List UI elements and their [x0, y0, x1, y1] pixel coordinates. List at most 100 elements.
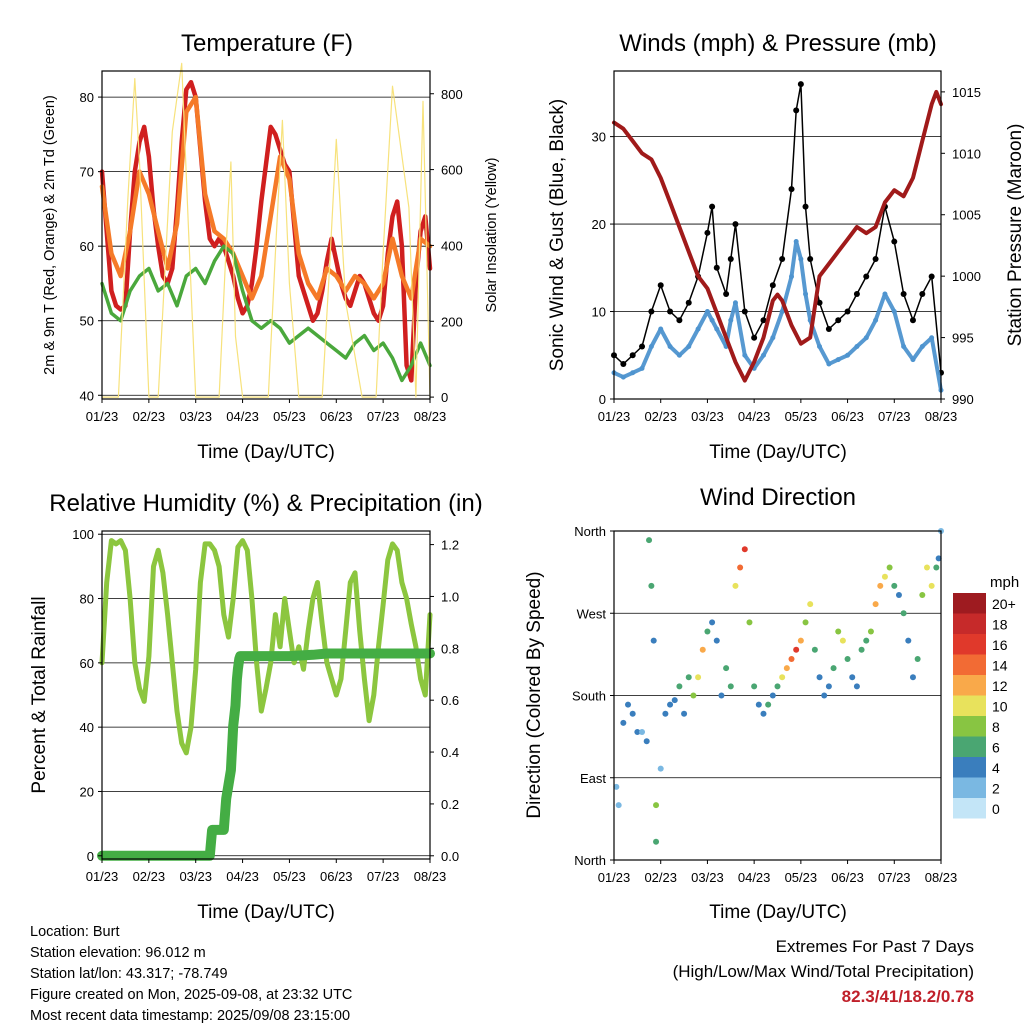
y-tick-label: South	[572, 689, 606, 704]
y-tick-label: 40	[80, 720, 94, 735]
direction-point	[825, 683, 832, 690]
y-tick-label-right: 0.6	[441, 693, 459, 708]
point-wind	[793, 239, 799, 245]
direction-gridlines	[614, 612, 941, 779]
point-wind	[704, 309, 710, 315]
y-tick-label-right: 200	[441, 314, 463, 329]
y-tick-label-right: 0.2	[441, 797, 459, 812]
temperature-ylabel: 2m & 9m T (Red, Orange) & 2m Td (Green)	[42, 95, 58, 375]
colorbar-swatch	[953, 634, 986, 655]
direction-point	[718, 692, 725, 699]
direction-xlabel: Time (Day/UTC)	[709, 902, 847, 923]
point-wind	[686, 344, 692, 350]
direction-point	[886, 564, 893, 571]
wind-title: Winds (mph) & Pressure (mb)	[619, 30, 936, 57]
direction-point	[793, 646, 800, 653]
x-tick-label: 05/23	[785, 870, 818, 885]
humidity-right-ticks: 0.0 0.2 0.4 0.6 0.8 1.0 1.2	[430, 538, 459, 864]
y-tick-label-right: 995	[952, 331, 974, 346]
direction-point	[783, 665, 790, 672]
y-tick-label-right: 800	[441, 87, 463, 102]
y-tick-label-right: 1015	[952, 85, 981, 100]
x-tick-label: 05/23	[273, 869, 306, 884]
x-tick-label: 03/23	[179, 409, 212, 424]
y-tick-label-right: 400	[441, 238, 463, 253]
x-tick-label: 03/23	[179, 869, 212, 884]
extremes-box: Extremes For Past 7 Days (High/Low/Max W…	[673, 934, 974, 1009]
direction-point	[935, 555, 942, 562]
colorbar-swatch	[953, 675, 986, 696]
point-gust	[928, 273, 935, 280]
x-tick-label: 07/23	[878, 870, 911, 885]
x-tick-label: 01/23	[86, 869, 119, 884]
extremes-subtitle: (High/Low/Max Wind/Total Precipitation)	[672, 962, 974, 981]
point-wind	[695, 326, 701, 332]
x-tick-label: 07/23	[878, 409, 911, 424]
direction-point	[765, 701, 772, 708]
colorbar-label: 14	[992, 658, 1008, 674]
direction-point	[877, 582, 884, 589]
series-wind-line	[613, 239, 943, 391]
y-tick-label: 0	[599, 392, 606, 407]
x-tick-label: 08/23	[925, 870, 958, 885]
x-tick-label: 06/23	[831, 870, 864, 885]
direction-point	[646, 537, 653, 544]
point-wind	[709, 317, 715, 323]
direction-point	[867, 628, 874, 635]
direction-point	[830, 665, 837, 672]
series-total-rainfall-line	[97, 648, 435, 861]
colorbar-swatch	[953, 798, 986, 819]
x-tick-label: 04/23	[738, 870, 771, 885]
direction-point	[839, 637, 846, 644]
direction-point	[685, 674, 692, 681]
colorbar-swatch	[953, 593, 986, 614]
point-wind	[728, 317, 734, 323]
station-latlon: Station lat/lon: 43.317; -78.749	[30, 966, 228, 982]
temperature-xlabel: Time (Day/UTC)	[197, 442, 335, 463]
point-wind	[910, 357, 916, 363]
x-tick-label: 06/23	[320, 409, 353, 424]
direction-left-ticks: North East South West North	[572, 524, 614, 868]
direction-point	[681, 710, 688, 717]
y-tick-label-right: 0.0	[441, 849, 459, 864]
direction-point	[849, 674, 856, 681]
point-wind	[639, 365, 645, 371]
direction-point	[844, 655, 851, 662]
humidity-panel: Relative Humidity (%) & Precipitation (i…	[29, 490, 483, 923]
point-wind	[919, 344, 925, 350]
direction-point	[905, 637, 912, 644]
y-tick-label-right: 1.2	[441, 538, 459, 553]
colorbar-label: 4	[992, 760, 1000, 776]
y-tick-label-right: 990	[952, 392, 974, 407]
direction-point	[769, 692, 776, 699]
colorbar-swatch	[953, 736, 986, 757]
wind-right-ticks: 990 995 1000 1005 1010 1015	[941, 85, 981, 407]
speed-colorbar: mph 20+ 18 16 14 12 10 8 6 4 2 0	[953, 574, 1019, 819]
point-gust	[704, 229, 711, 236]
colorbar-swatch	[953, 716, 986, 737]
point-wind	[873, 317, 879, 323]
direction-point	[751, 683, 758, 690]
point-gust	[891, 238, 898, 245]
point-wind	[826, 361, 832, 367]
colorbar-label: 8	[992, 719, 1000, 735]
point-wind	[770, 335, 776, 341]
x-tick-label: 01/23	[598, 409, 631, 424]
point-gust	[807, 256, 814, 263]
x-tick-label: 03/23	[691, 409, 724, 424]
point-wind	[882, 291, 888, 297]
direction-x-ticks: 01/23 02/23 03/23 04/23 05/23 06/23 07/23 08/23	[598, 860, 958, 885]
temperature-right-ticks: 0 200 400 600 800	[430, 87, 463, 405]
direction-point	[723, 665, 730, 672]
colorbar-label: 12	[992, 678, 1008, 694]
series-9m-t-line	[99, 94, 433, 301]
direction-point	[802, 619, 809, 626]
point-wind	[835, 357, 841, 363]
direction-point	[760, 710, 767, 717]
x-tick-label: 02/23	[644, 870, 677, 885]
point-gust	[900, 291, 907, 298]
direction-point	[699, 646, 706, 653]
colorbar-swatch	[953, 757, 986, 778]
x-tick-label: 06/23	[320, 869, 353, 884]
